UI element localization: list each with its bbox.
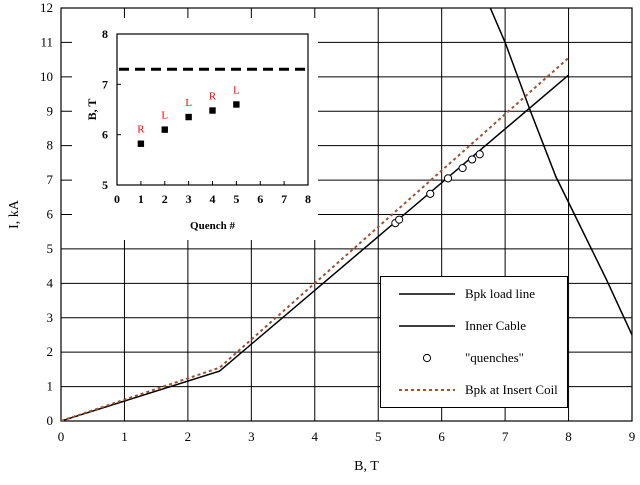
inset-point-label: R [137,124,145,136]
legend-item: Inner Cable [399,318,526,333]
y-tick-label: 3 [47,310,54,325]
series-line-1 [489,8,632,336]
y-tick-label: 4 [47,275,54,290]
inset-x-tick-label: 1 [138,192,144,206]
inset-x-tick-label: 0 [114,192,120,206]
inset-point-label: R [209,91,217,103]
quench-marker [395,215,404,224]
series-line-0 [61,74,570,421]
y-tick-label: 5 [47,241,54,256]
y-tick-label: 11 [40,34,53,49]
x-tick-label: 8 [565,429,572,444]
series-line-3 [61,57,570,421]
inset-point-label: L [161,110,168,122]
plot-frame [60,7,633,422]
y-tick-label: 2 [47,344,54,359]
y-tick-label: 0 [47,413,54,428]
legend-label: Bpk load line [465,286,535,301]
inset-x-tick-label: 8 [305,192,311,206]
x-tick-label: 2 [185,429,192,444]
x-tick-label: 0 [58,429,65,444]
inset-point [233,101,240,108]
x-tick-label: 1 [121,429,128,444]
y-tick-label: 8 [47,138,54,153]
quench-marker [468,155,477,164]
inset-x-tick-label: 7 [281,192,287,206]
y-tick-label: 1 [47,379,54,394]
legend-label: "quenches" [465,350,524,365]
y-tick-label: 7 [47,172,54,187]
inset-point-label: L [233,84,240,96]
x-tick-label: 6 [438,429,445,444]
legend-item: Bpk at Insert Coil [399,382,558,397]
inset-point [137,140,145,147]
inset-point [185,113,192,121]
legend-item: Bpk load line [399,286,535,301]
legend-label: Bpk at Insert Coil [465,382,558,397]
inset-y-tick-label: 7 [102,77,108,91]
legend-item: "quenches" [422,350,524,365]
inset-x-tick-label: 2 [162,192,168,206]
y-tick-label: 6 [47,207,54,222]
quench-marker [426,189,435,198]
inset-x-tick-label: 5 [233,192,239,206]
inset-point-label: L [185,97,192,109]
inset-y-tick-label: 8 [102,27,108,41]
x-tick-label: 3 [248,429,255,444]
inset-y-tick-label: 6 [102,128,108,142]
quench-marker [443,174,453,183]
inset-y-tick-label: 5 [102,178,108,192]
legend-label: Inner Cable [465,318,526,333]
x-axis-label: B, T [354,459,379,474]
y-tick-label: 10 [40,69,53,84]
x-tick-label: 4 [312,429,319,444]
y-tick-label: 9 [47,103,54,118]
y-tick-label: 12 [40,0,53,15]
quench-marker [458,163,467,173]
legend-marker-circle [422,353,432,363]
inset-x-tick-label: 6 [257,192,263,206]
inset-x-tick-label: 3 [186,192,192,206]
inset-x-tick-label: 4 [210,192,216,206]
y-axis-label: I, kA [7,199,22,229]
plot-area [61,8,632,421]
x-tick-label: 5 [375,429,382,444]
quench-marker [475,150,484,159]
inset-y-axis-label: B, T [85,99,99,121]
legend: Bpk load line Inner Cable "quenches" Bpk at… [380,276,568,408]
inset-point [161,126,168,133]
inset-x-axis-label: Quench # [190,220,235,232]
x-tick-label: 7 [502,429,509,444]
inset-point [209,107,216,114]
x-tick-label: 9 [629,429,636,444]
